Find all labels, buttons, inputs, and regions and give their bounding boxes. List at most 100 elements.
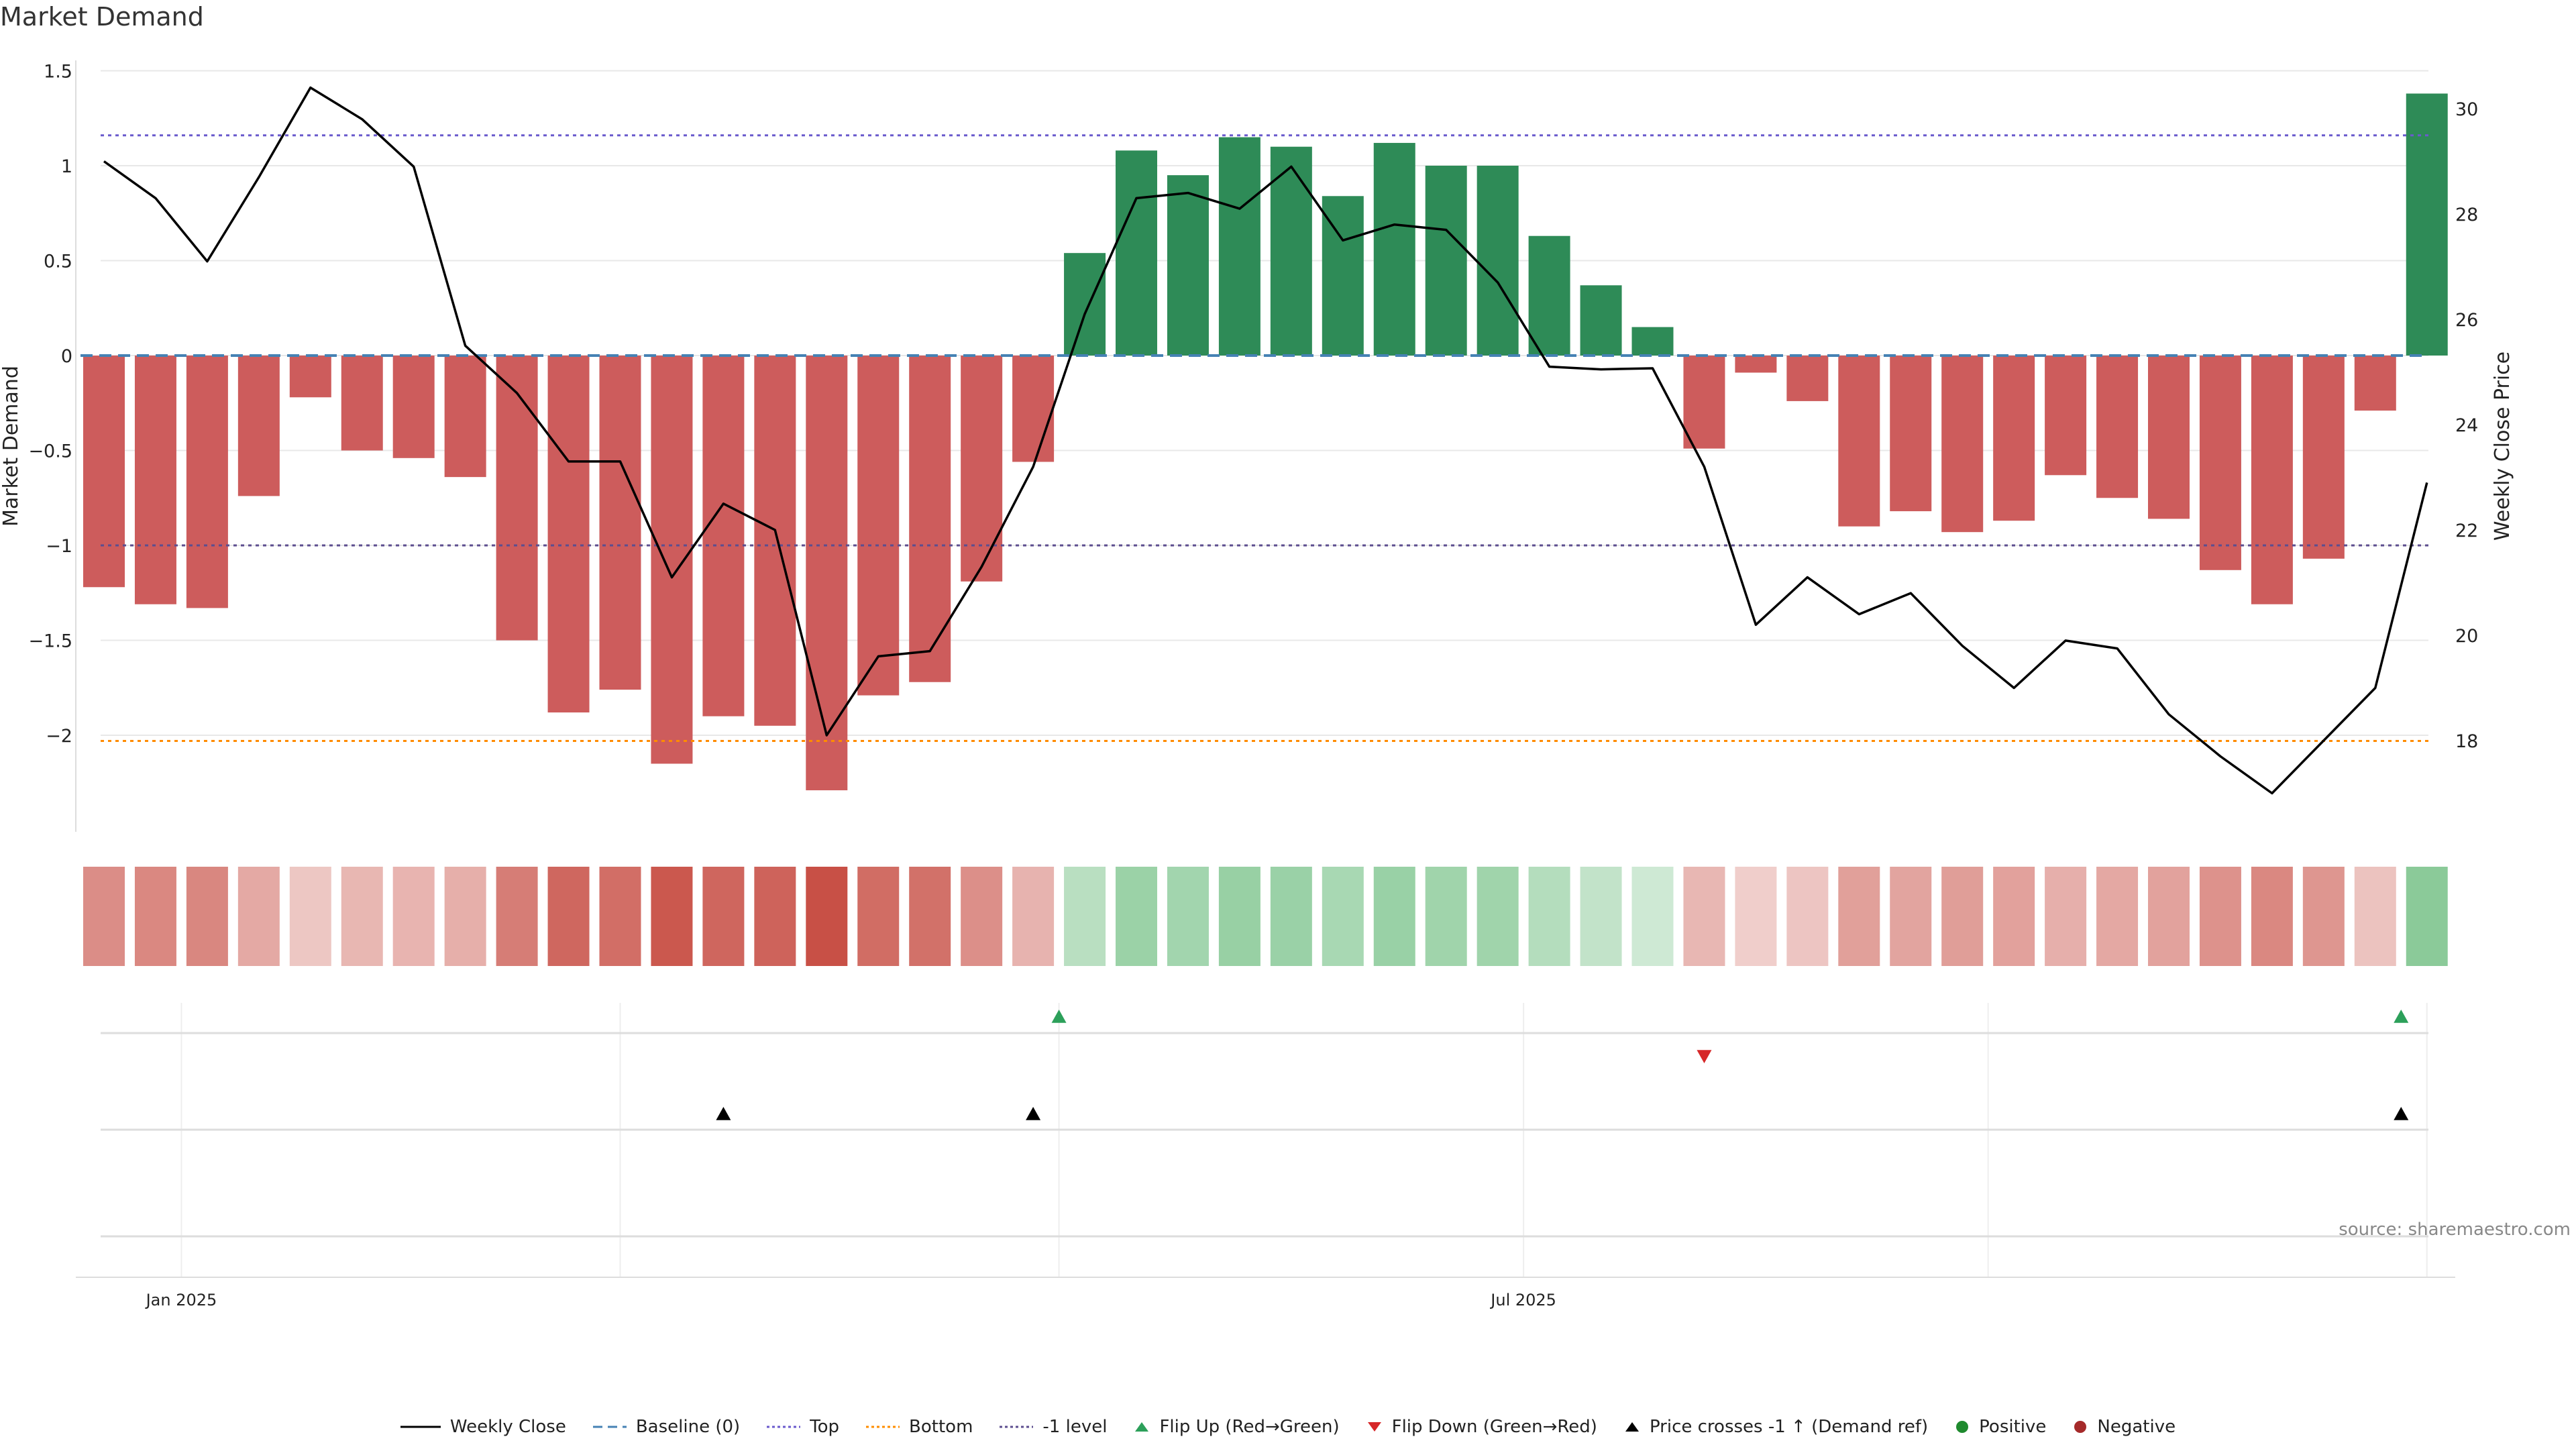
demand-bar	[547, 356, 590, 713]
legend-label: Baseline (0)	[635, 1417, 741, 1437]
demand-bar	[1838, 356, 1880, 527]
demand-bar	[1890, 356, 1932, 512]
demand-bar	[2302, 356, 2345, 559]
y-axis-label: Market Demand	[0, 366, 23, 527]
legend-baseline-swatch	[592, 1426, 627, 1428]
y-tick-label: −1.5	[28, 631, 72, 652]
demand-bar	[83, 356, 125, 588]
demand-bar	[1167, 175, 1209, 356]
legend-bottom: Bottom	[866, 1417, 973, 1437]
heat-cell	[1064, 867, 1106, 966]
demand-bar	[1218, 137, 1260, 356]
heat-cell	[1270, 867, 1312, 966]
demand-bar	[1012, 356, 1055, 462]
y2-tick-label: 22	[2455, 521, 2478, 541]
demand-bar	[2251, 356, 2293, 604]
demand-bar	[392, 356, 435, 458]
legend-top-swatch	[767, 1426, 801, 1428]
y2-tick-label: 26	[2455, 310, 2478, 331]
heat-cell	[1116, 867, 1157, 966]
demand-bar	[2045, 356, 2087, 476]
legend-label: -1 level	[1042, 1417, 1108, 1437]
demand-bar	[1477, 166, 1519, 356]
demand-bar	[2148, 356, 2190, 519]
y2-tick-label: 24	[2455, 415, 2478, 436]
demand-bar	[1993, 356, 2035, 521]
heat-cell	[2251, 867, 2293, 966]
heat-cell	[237, 867, 280, 966]
legend-label: Flip Down (Green→Red)	[1391, 1417, 1597, 1437]
legend-minus-one-swatch	[1000, 1426, 1034, 1428]
heat-cell	[961, 867, 1003, 966]
price-cross-marker	[716, 1107, 731, 1120]
y2-tick-label: 20	[2455, 626, 2478, 647]
legend-minus-one: -1 level	[1000, 1417, 1107, 1437]
y-tick-label: 1	[61, 156, 72, 177]
legend-label: Top	[810, 1417, 840, 1437]
y2-tick-label: 30	[2455, 99, 2478, 120]
legend-flip-up: Flip Up (Red→Green)	[1134, 1417, 1340, 1437]
demand-bar	[1064, 253, 1106, 356]
demand-bar	[1270, 146, 1312, 356]
heat-cell	[702, 867, 745, 966]
heat-cell	[2045, 867, 2087, 966]
heat-cell	[1373, 867, 1415, 966]
demand-bar	[1580, 285, 1622, 356]
legend-label: Positive	[1979, 1417, 2047, 1437]
legend-negative: Negative	[2073, 1417, 2176, 1437]
heat-cell	[1993, 867, 2035, 966]
flip-up-icon	[1135, 1422, 1149, 1432]
y-tick-label: −2	[46, 726, 72, 747]
price-cross-marker	[1026, 1107, 1041, 1120]
heat-cell	[496, 867, 538, 966]
positive-dot-icon	[1956, 1421, 1969, 1433]
demand-bar	[2354, 356, 2396, 411]
y-tick-label: −1	[46, 536, 72, 557]
heat-cell	[1167, 867, 1209, 966]
legend-label: Bottom	[909, 1417, 973, 1437]
demand-bar	[1735, 356, 1777, 373]
demand-bar	[909, 356, 951, 682]
price-cross-icon	[1625, 1422, 1639, 1432]
chart-title: Market Demand	[0, 2, 204, 32]
source-text: source: sharemaestro.com	[2339, 1220, 2571, 1240]
price-cross-marker	[2394, 1107, 2409, 1120]
legend-weekly-close: Weekly Close	[400, 1417, 566, 1437]
legend-price-cross: Price crosses -1 ↑ (Demand ref)	[1624, 1417, 1928, 1437]
heat-cell	[2096, 867, 2139, 966]
heat-cell	[599, 867, 641, 966]
heat-cell	[1528, 867, 1570, 966]
demand-bar	[599, 356, 641, 690]
negative-dot-icon	[2074, 1421, 2087, 1433]
heat-cell	[2148, 867, 2190, 966]
heat-cell	[1477, 867, 1519, 966]
flip-down-icon	[1367, 1422, 1381, 1432]
heat-cell	[1683, 867, 1725, 966]
demand-bar	[1322, 196, 1364, 356]
y2-axis-label: Weekly Close Price	[2491, 352, 2514, 541]
heat-cell	[857, 867, 900, 966]
heat-cell	[1322, 867, 1364, 966]
heat-cell	[651, 867, 693, 966]
demand-bar	[651, 356, 693, 764]
heat-cell	[1012, 867, 1055, 966]
heat-cell	[1786, 867, 1829, 966]
flip-down-marker	[1697, 1050, 1712, 1063]
heat-cell	[547, 867, 590, 966]
heat-cell	[909, 867, 951, 966]
demand-bar	[2406, 93, 2448, 356]
x-tick-label: Jan 2025	[145, 1291, 217, 1309]
heat-cell	[1218, 867, 1260, 966]
demand-bar	[186, 356, 228, 608]
legend: Weekly Close Baseline (0) Top Bottom -1 …	[0, 1417, 2576, 1437]
heat-cell	[2354, 867, 2396, 966]
heat-cell	[1631, 867, 1674, 966]
legend-baseline: Baseline (0)	[592, 1417, 741, 1437]
heat-cell	[1735, 867, 1777, 966]
y-tick-label: 1.5	[44, 62, 72, 83]
demand-bar	[1786, 356, 1829, 401]
demand-bar	[1941, 356, 1984, 533]
y-tick-label: 0	[61, 346, 72, 367]
heat-cell	[341, 867, 383, 966]
